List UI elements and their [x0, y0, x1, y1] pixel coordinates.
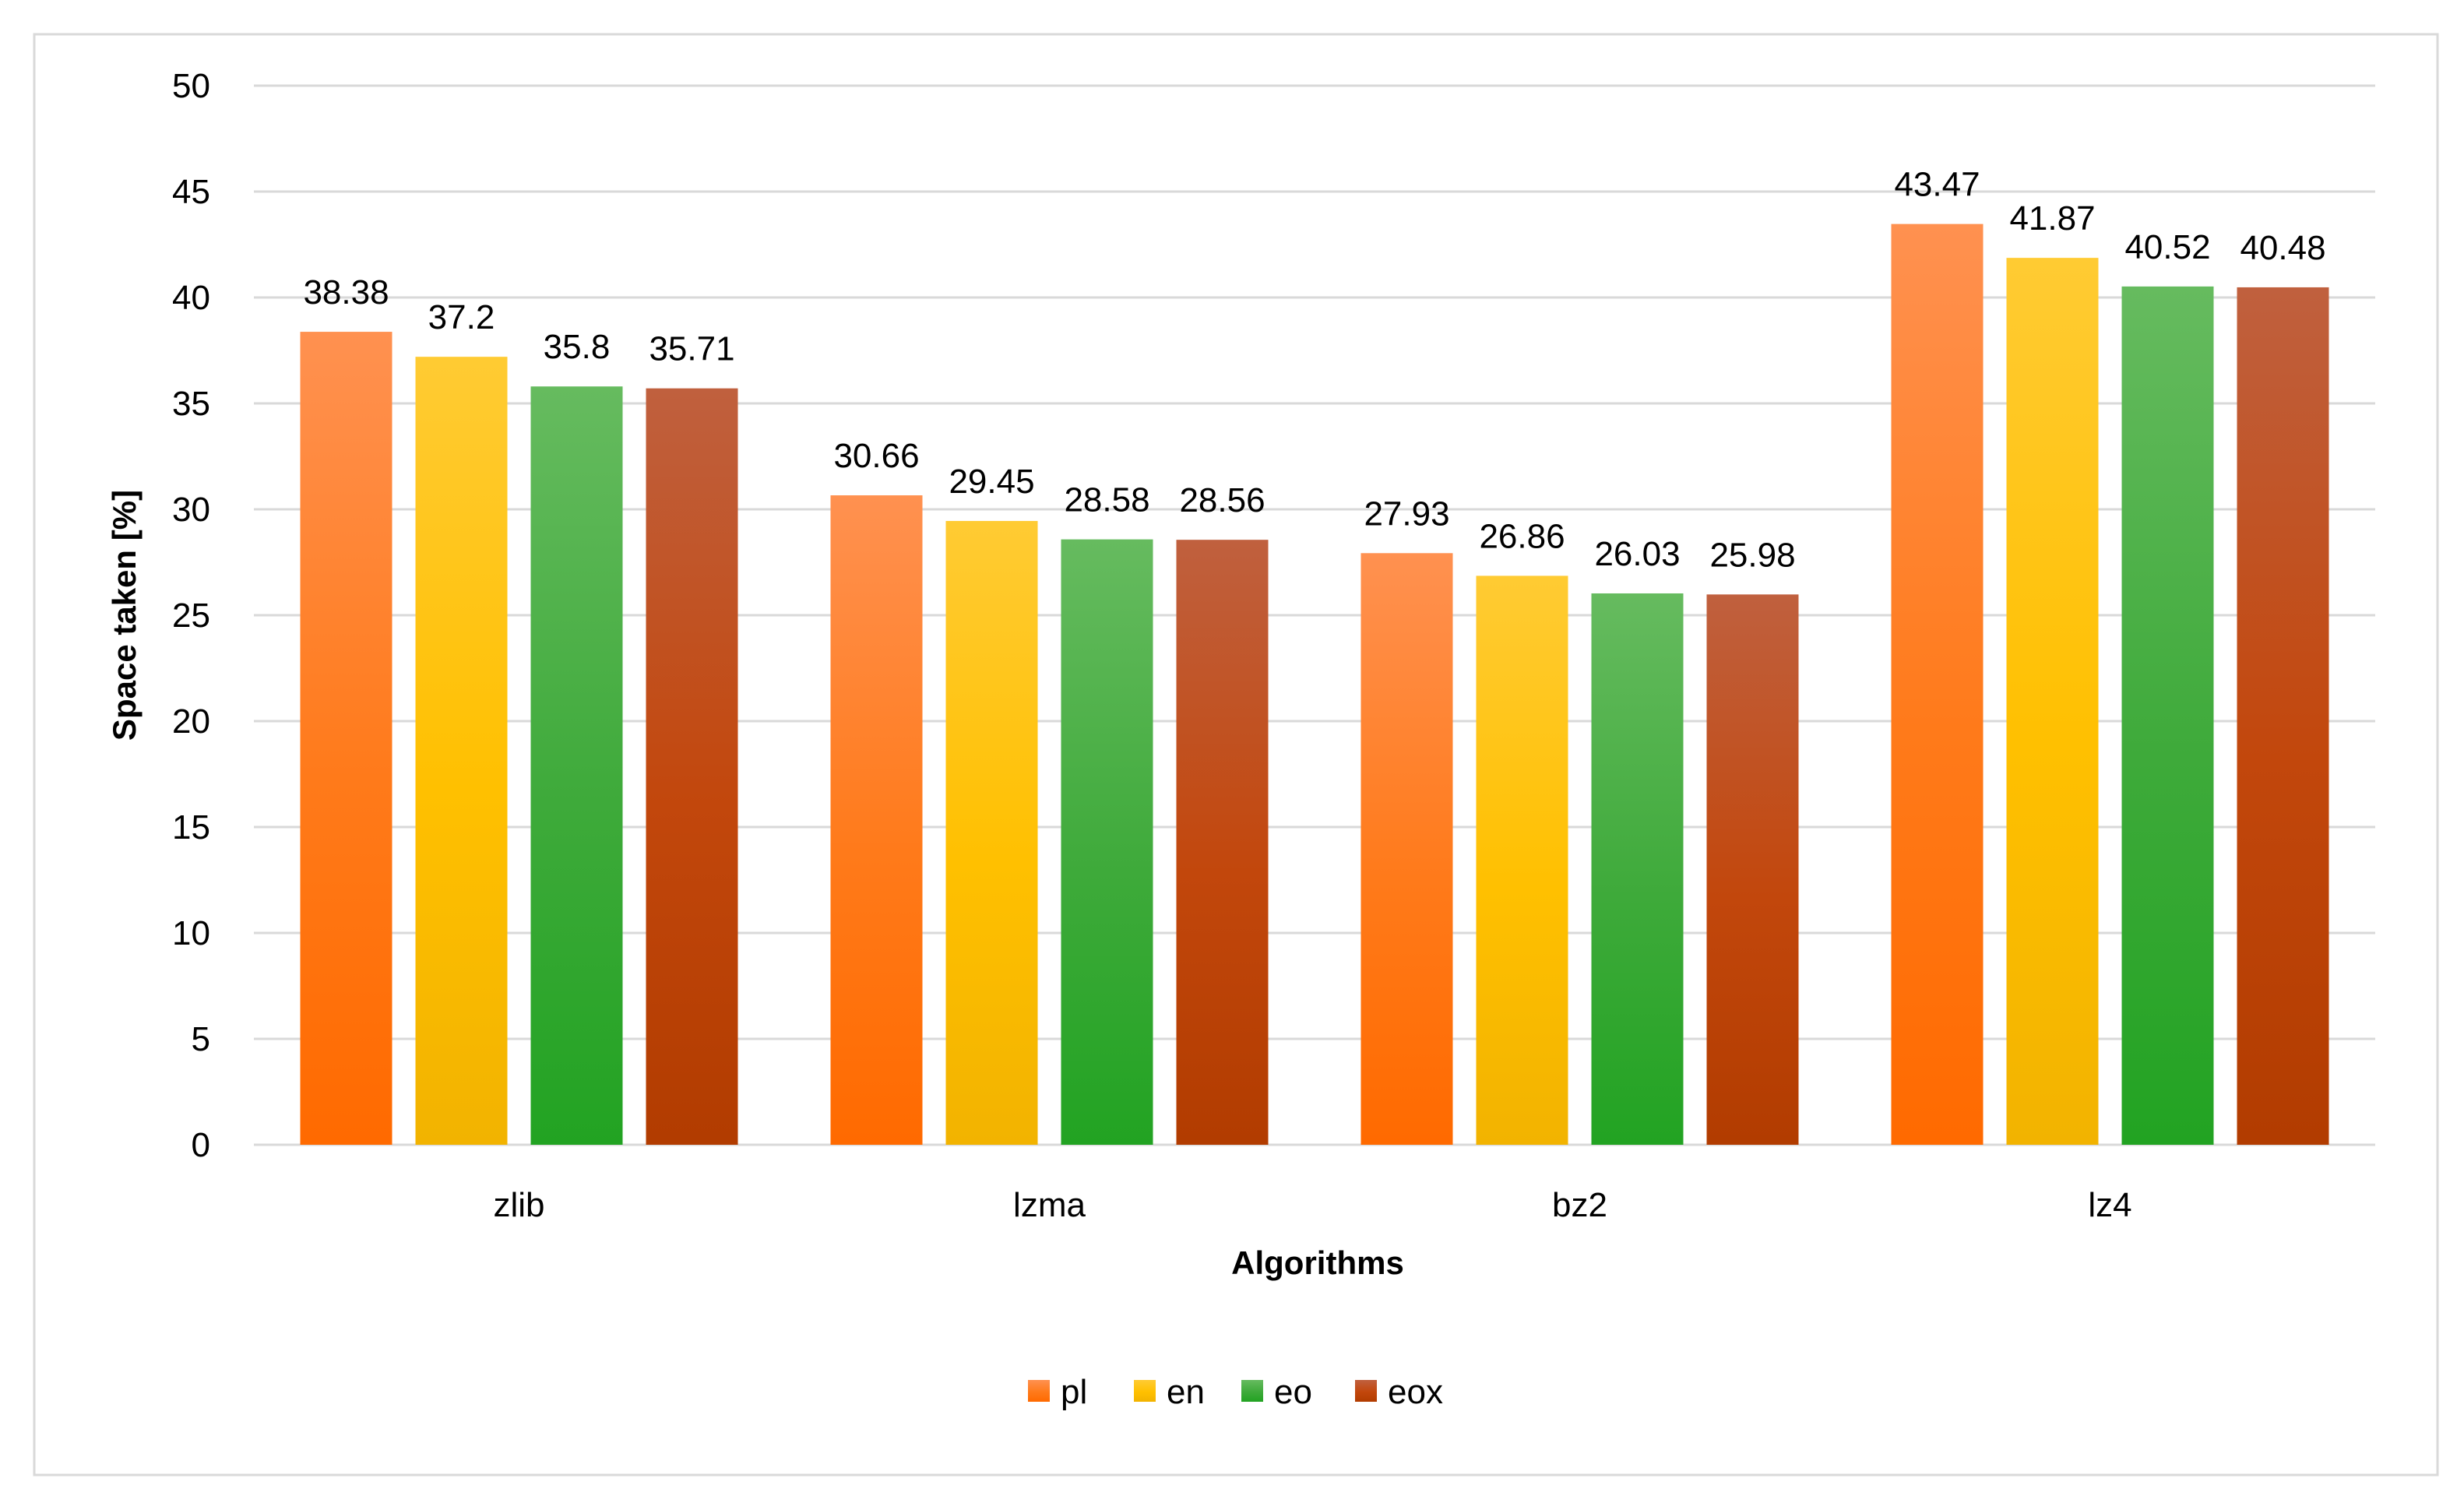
x-axis-ticks: zlib lzma bz2 lz4: [493, 1186, 2131, 1224]
bar-pl-lzma: [830, 495, 923, 1145]
legend-swatch-eox: [1355, 1380, 1377, 1402]
y-tick-label: 15: [172, 808, 210, 847]
y-tick-label: 30: [172, 491, 210, 529]
y-axis-ticks: 0 5 10 15 20 25 30 35 40 45 50: [172, 67, 210, 1164]
legend-swatch-pl: [1028, 1380, 1050, 1402]
y-tick-label: 20: [172, 702, 210, 741]
data-label: 41.87: [2009, 199, 2095, 238]
data-label: 27.93: [1364, 495, 1449, 533]
bar-en-zlib: [415, 357, 508, 1145]
legend-label-pl: pl: [1061, 1373, 1087, 1411]
bar-en-lzma: [945, 520, 1038, 1145]
y-tick-label: 10: [172, 914, 210, 952]
bar-eox-lzma: [1176, 540, 1269, 1145]
bar-pl-lz4: [1891, 224, 1984, 1146]
bars: [300, 224, 2329, 1146]
y-axis-title: Space taken [%]: [106, 490, 143, 741]
data-label: 29.45: [949, 463, 1034, 501]
legend: pl en eo eox: [1028, 1373, 1443, 1411]
legend-swatch-eo: [1241, 1380, 1263, 1402]
y-tick-label: 50: [172, 67, 210, 105]
y-tick-label: 45: [172, 173, 210, 211]
bar-eo-bz2: [1591, 593, 1684, 1145]
data-labels: 38.38 37.2 35.8 35.71 30.66 29.45 28.58 28.56 27…: [303, 166, 2325, 575]
data-label: 40.48: [2240, 229, 2325, 267]
data-label: 35.8: [544, 328, 611, 366]
y-tick-label: 35: [172, 385, 210, 423]
y-tick-label: 25: [172, 597, 210, 635]
x-axis-title: Algorithms: [1231, 1244, 1404, 1281]
bar-eox-bz2: [1706, 594, 1799, 1145]
bar-pl-bz2: [1360, 553, 1453, 1145]
x-tick-label: bz2: [1552, 1186, 1607, 1224]
data-label: 28.58: [1064, 481, 1149, 519]
data-label: 30.66: [833, 437, 919, 475]
bar-eox-zlib: [646, 388, 738, 1145]
legend-swatch-en: [1134, 1380, 1156, 1402]
data-label: 35.71: [649, 330, 734, 368]
legend-label-en: en: [1167, 1373, 1205, 1411]
x-tick-label: zlib: [493, 1186, 544, 1224]
x-tick-label: lz4: [2088, 1186, 2131, 1224]
bar-eox-lz4: [2237, 287, 2329, 1146]
y-tick-label: 40: [172, 279, 210, 317]
y-tick-label: 5: [192, 1020, 210, 1058]
data-label: 26.86: [1479, 517, 1565, 555]
x-tick-label: lzma: [1013, 1186, 1086, 1224]
data-label: 37.2: [428, 298, 495, 336]
bar-eo-lzma: [1061, 539, 1153, 1145]
legend-label-eox: eox: [1388, 1373, 1443, 1411]
bar-eo-zlib: [530, 386, 623, 1145]
data-label: 43.47: [1894, 166, 1980, 204]
data-label: 25.98: [1709, 536, 1795, 574]
data-label: 26.03: [1594, 535, 1680, 573]
y-tick-label: 0: [192, 1126, 210, 1164]
bar-eo-lz4: [2121, 286, 2214, 1146]
bar-en-bz2: [1476, 575, 1568, 1145]
data-label: 40.52: [2124, 228, 2210, 266]
bar-pl-zlib: [300, 332, 392, 1146]
data-label: 38.38: [303, 273, 389, 312]
bar-en-lz4: [2006, 258, 2099, 1145]
legend-label-eo: eo: [1274, 1373, 1312, 1411]
data-label: 28.56: [1179, 481, 1265, 519]
